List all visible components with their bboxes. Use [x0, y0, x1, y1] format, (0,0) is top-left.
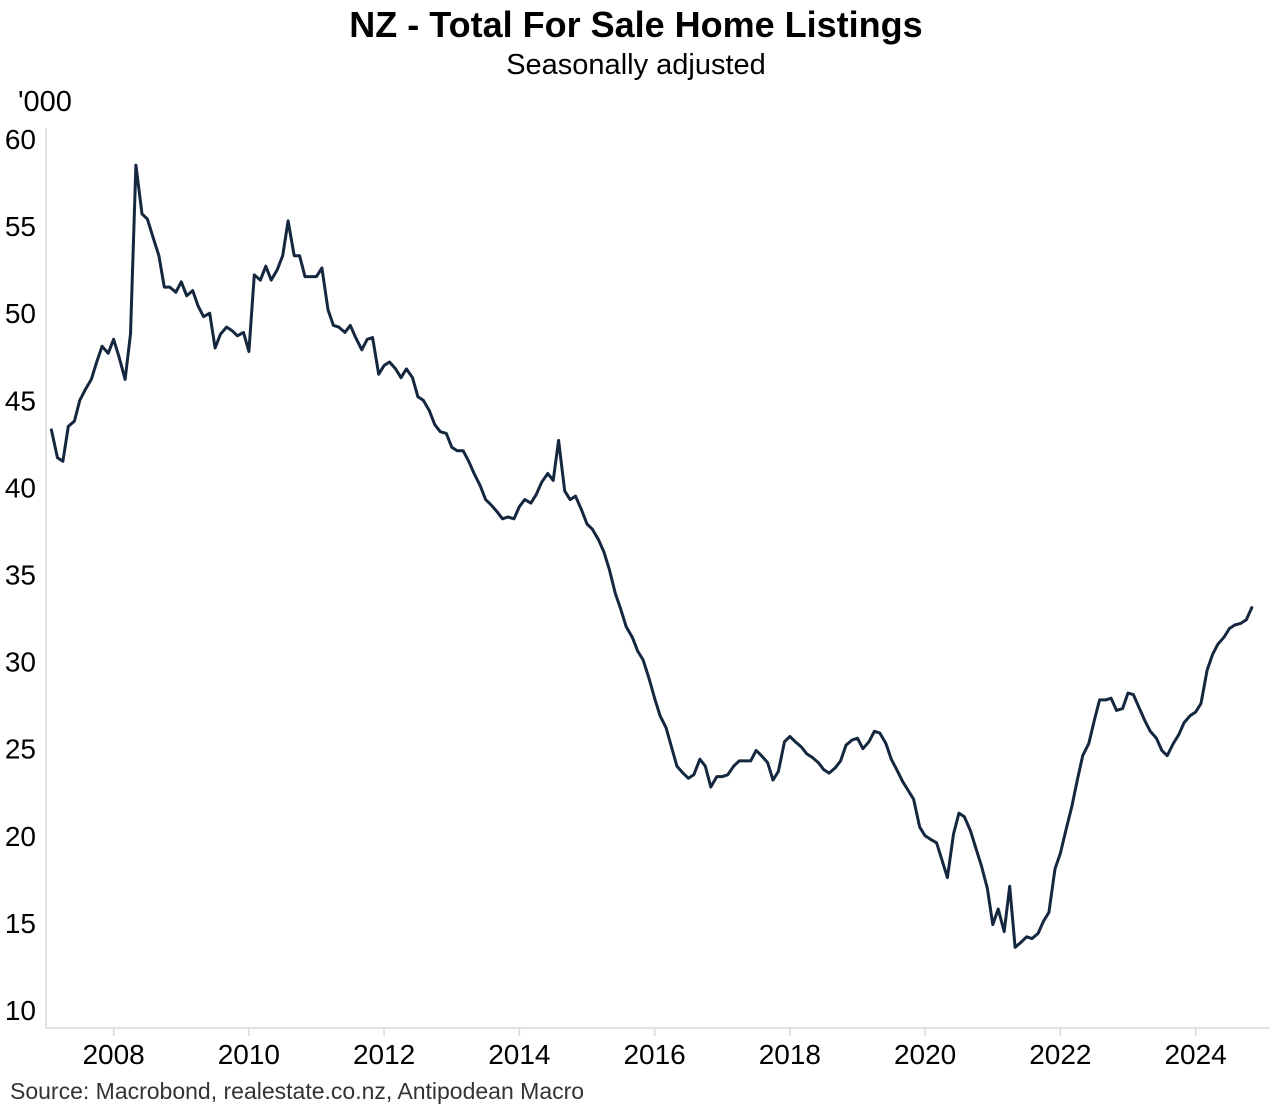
x-tick-label: 2008 [82, 1039, 144, 1070]
series-line [49, 163, 1254, 949]
tick-labels: 10 15 20 25 30 35 40 45 50 55 60 2008 2010 2012 2014 20… [5, 124, 1227, 1070]
y-tick-label: 30 [5, 647, 36, 678]
x-tick-label: 2022 [1029, 1039, 1091, 1070]
chart-subtitle: Seasonally adjusted [506, 49, 766, 81]
series-layer [49, 163, 1254, 949]
y-axis-unit-label: '000 [18, 86, 72, 118]
y-tick-label: 15 [5, 908, 36, 939]
x-tick-label: 2014 [488, 1039, 550, 1070]
y-tick-label: 10 [5, 995, 36, 1026]
x-tick-label: 2016 [623, 1039, 685, 1070]
y-tick-label: 45 [5, 385, 36, 416]
x-tick-label: 2020 [894, 1039, 956, 1070]
x-tick-label: 2010 [218, 1039, 280, 1070]
y-tick-label: 35 [5, 560, 36, 591]
y-tick-label: 20 [5, 821, 36, 852]
x-tick-label: 2024 [1164, 1039, 1226, 1070]
y-tick-label: 40 [5, 472, 36, 503]
y-tick-label: 50 [5, 298, 36, 329]
y-tick-label: 25 [5, 734, 36, 765]
y-tick-label: 60 [5, 124, 36, 155]
y-tick-label: 55 [5, 211, 36, 242]
x-tick-label: 2018 [759, 1039, 821, 1070]
source-note: Source: Macrobond, realestate.co.nz, Ant… [10, 1078, 585, 1104]
x-tick-label: 2012 [353, 1039, 415, 1070]
axes [45, 128, 1270, 1036]
chart-title: NZ - Total For Sale Home Listings [349, 4, 923, 45]
